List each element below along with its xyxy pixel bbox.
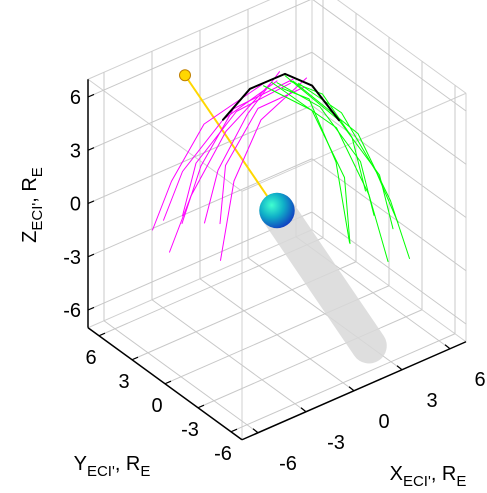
field-line [169,81,272,253]
grid-line [87,51,313,151]
z-axis-label: ZECI', RE [19,167,46,243]
x-tick-label: 6 [474,369,485,391]
x-tick-label: -3 [327,432,345,454]
z-tick-label: -6 [63,300,81,322]
y-tick-label: -6 [214,443,232,465]
x-tick [348,386,355,392]
y-tick [164,380,172,385]
label-part: E [29,167,46,177]
reference-arc [222,72,340,122]
field-line [204,71,280,224]
field-line [284,75,394,230]
label-part: ECI' [87,463,115,480]
z-tick [87,253,95,258]
field-line [271,81,389,262]
y-tick [131,356,139,361]
z-tick [87,306,95,311]
y-tick-label: 3 [118,371,129,393]
label-part: E [456,473,466,490]
y-tick [230,428,238,433]
label-part: E [140,463,150,480]
z-tick [87,93,95,98]
label-part: Y [74,453,87,475]
sun [179,69,191,82]
z-tick-label: 6 [70,87,81,109]
y-tick-label: -3 [181,419,199,441]
field-line [290,80,366,192]
label-part: X [390,463,403,485]
shadow-cylinder [259,192,387,364]
x-tick [396,365,403,371]
sun-line [184,74,278,212]
grid-line [311,51,467,165]
label-part: ECI' [29,203,46,231]
x-tick-label: 3 [426,390,437,412]
field-line [182,82,291,217]
grid-line [87,105,313,204]
z-tick [87,147,95,151]
z-tick-label: 3 [70,140,81,162]
x-tick [444,344,451,350]
x-tick-label: 0 [378,411,389,433]
field-line [152,81,267,231]
field-line [219,86,305,225]
y-tick-label: 6 [85,347,96,369]
y-tick [98,332,106,337]
y-axis-label: YECI', RE [74,453,151,480]
grid-line [87,158,313,258]
grid-line [311,211,467,325]
label-part: , R [115,453,141,475]
z-tick-label: 0 [70,194,81,216]
x-tick [252,428,259,434]
z-tick-label: -3 [63,247,81,269]
grid-line [197,309,423,409]
field-line [220,77,307,261]
earth [259,192,295,229]
field-line [282,87,350,243]
box-edge [241,92,467,192]
x-tick [300,407,307,413]
z-tick [87,200,95,205]
x-tick-label: -6 [279,453,297,475]
field-line [298,82,399,224]
grid-line [87,0,311,98]
box-edge [87,78,243,192]
label-part: Z [19,231,41,243]
y-tick [197,404,205,409]
grid-line [311,105,467,218]
label-part: ECI' [403,473,431,490]
grid-line [230,333,456,433]
label-part: , R [19,177,41,203]
label-part: , R [431,463,457,485]
y-tick-label: 0 [151,395,162,417]
field-line [292,80,410,259]
grid-line [312,0,467,112]
x-axis-label: XECI', RE [390,463,467,490]
